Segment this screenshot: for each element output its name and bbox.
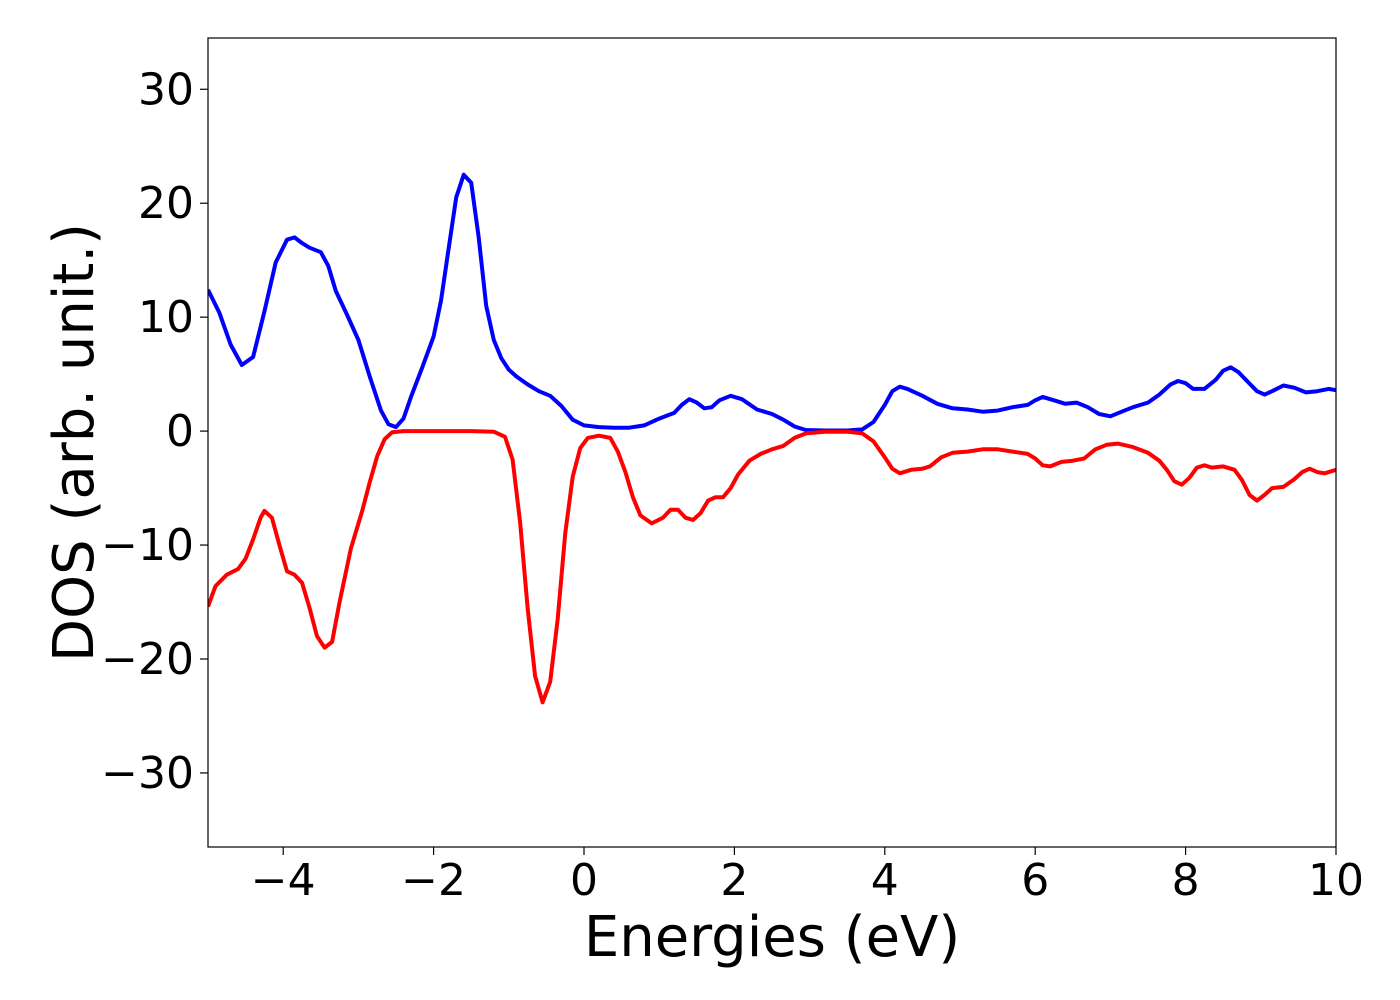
x-tick-label: 10 (1308, 855, 1364, 906)
x-tick-label: 0 (570, 855, 598, 906)
x-tick-label: 4 (871, 855, 899, 906)
y-tick-label: −10 (101, 520, 194, 571)
x-tick-label: 2 (720, 855, 748, 906)
x-tick-label: 8 (1172, 855, 1200, 906)
x-tick-label: 6 (1021, 855, 1049, 906)
y-axis-label: DOS (arb. unit.) (42, 223, 107, 662)
plot-frame (207, 37, 1337, 848)
y-tick-label: −30 (101, 748, 194, 799)
plot-area (207, 37, 1337, 848)
y-tick-label: −20 (101, 634, 194, 685)
x-axis-label: Energies (eV) (584, 905, 960, 970)
y-tick-label: 20 (138, 178, 194, 229)
x-axis-ticks: −4 −2 0 2 4 6 8 10 (251, 847, 1364, 906)
dos-series-line-2 (208, 429, 1336, 705)
y-tick-label: 30 (138, 64, 194, 115)
x-tick-label: −2 (401, 855, 466, 906)
y-tick-label: 10 (138, 292, 194, 343)
dos-series-line-1 (208, 172, 1336, 433)
y-tick-label: 0 (166, 406, 194, 457)
y-axis-ticks: 30 20 10 0 −10 −20 −30 (101, 64, 208, 799)
x-tick-label: −4 (251, 855, 316, 906)
